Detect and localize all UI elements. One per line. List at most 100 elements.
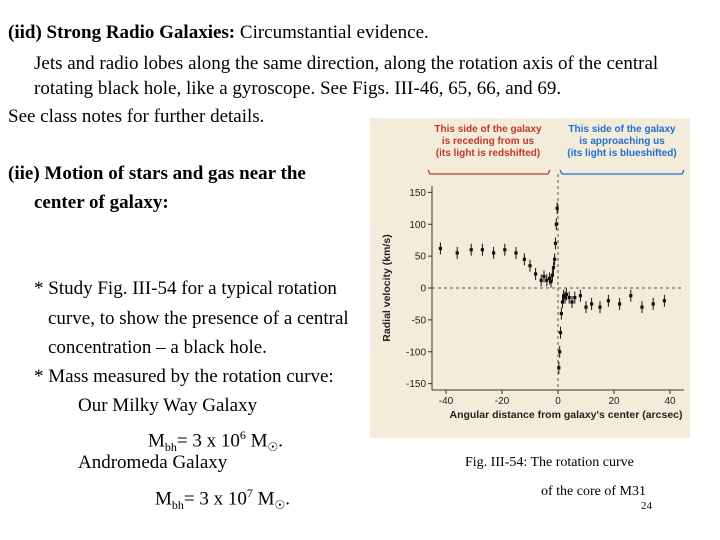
data-point <box>560 296 565 309</box>
data-marker <box>584 305 588 309</box>
data-point <box>480 243 484 256</box>
bullet-1-line-1: * Study Fig. III-54 for a typical rotati… <box>34 278 337 299</box>
mass-subscript: bh <box>171 498 184 513</box>
annotation-approaching-bracket <box>559 169 685 175</box>
sun-icon: ☉ <box>267 440 279 455</box>
data-point <box>545 274 549 287</box>
iie-heading-line-2: center of galaxy: <box>34 192 169 213</box>
mass-unit: M <box>245 430 268 452</box>
data-marker <box>573 295 577 300</box>
rotation-curve-figure: This side of the galaxy is receding from … <box>370 118 690 438</box>
x-tick-label: 0 <box>555 396 561 407</box>
data-point <box>558 326 563 339</box>
x-tick-label: -20 <box>495 396 510 407</box>
sun-icon: ☉ <box>274 498 286 513</box>
data-point <box>559 307 563 320</box>
data-point <box>553 253 557 266</box>
data-point <box>557 361 561 374</box>
iid-line-1: Jets and radio lobes along the same dire… <box>34 53 659 74</box>
data-marker <box>534 272 538 276</box>
mass-value: = 3 x 10 <box>176 430 240 452</box>
data-point <box>590 297 594 310</box>
data-point <box>522 253 526 266</box>
milky-way-label: Our Milky Way Galaxy <box>78 395 258 416</box>
data-point <box>662 294 666 307</box>
data-marker <box>514 251 518 255</box>
data-marker <box>567 295 571 300</box>
data-marker <box>542 274 546 279</box>
data-marker <box>539 278 543 282</box>
iid-heading-bold: (iid) Strong Radio Galaxies: <box>8 22 236 43</box>
andromeda-label: Andromeda Galaxy <box>78 452 228 473</box>
data-marker <box>563 295 567 300</box>
bullet-2: * Mass measured by the rotation curve: <box>34 366 334 387</box>
x-tick-label: 40 <box>664 396 676 407</box>
data-point <box>549 275 553 288</box>
data-point <box>555 202 559 215</box>
x-tick-label: -40 <box>439 396 454 407</box>
data-marker <box>590 302 594 306</box>
data-marker <box>606 299 610 303</box>
data-point <box>564 288 568 301</box>
data-marker <box>662 299 666 303</box>
data-marker <box>549 280 553 284</box>
mass-exponent: 7 <box>246 486 253 500</box>
data-marker <box>558 350 562 354</box>
y-tick-label: -150 <box>406 379 426 390</box>
data-point <box>606 294 610 307</box>
bullet-1-line-2: curve, to show the presence of a central <box>48 308 349 329</box>
iid-line-2: rotating black hole, like a gyroscope. S… <box>34 78 562 99</box>
data-point <box>492 246 496 259</box>
data-point <box>584 301 588 314</box>
data-point <box>598 301 602 314</box>
iid-heading-rest: Circumstantial evidence. <box>235 22 429 43</box>
data-marker <box>455 251 459 255</box>
mass-period: . <box>285 488 291 510</box>
data-point <box>539 274 543 287</box>
data-marker <box>562 294 566 298</box>
annotation-receding-line: (its light is redshifted) <box>436 148 540 159</box>
data-marker <box>550 273 554 277</box>
data-point <box>573 291 577 304</box>
data-point <box>558 345 562 358</box>
data-marker <box>651 302 655 306</box>
figure-caption-line-1: Fig. III-54: The rotation curve <box>465 455 634 470</box>
data-marker <box>578 294 582 298</box>
data-marker <box>522 257 526 261</box>
data-marker <box>560 300 565 304</box>
y-tick-label: 50 <box>415 252 427 263</box>
data-marker <box>480 248 484 252</box>
data-marker <box>570 300 574 304</box>
data-marker <box>559 311 563 316</box>
data-point <box>629 289 633 302</box>
andromeda-mass: Mbh= 3 x 107 M☉. <box>155 482 290 516</box>
data-point <box>554 218 558 231</box>
x-axis-label: Angular distance from galaxy's center (a… <box>449 409 682 421</box>
annotation-approaching-line: is approaching us <box>579 136 665 147</box>
mass-symbol: M <box>148 430 165 452</box>
data-point <box>514 246 518 259</box>
data-marker <box>528 264 532 268</box>
data-marker <box>553 241 558 245</box>
data-marker <box>564 292 568 296</box>
data-marker <box>469 248 473 252</box>
annotation-approaching-line: This side of the galaxy <box>568 124 676 135</box>
y-tick-label: 0 <box>420 284 426 295</box>
data-point <box>570 296 574 309</box>
data-marker <box>554 222 558 226</box>
data-point <box>503 243 507 256</box>
milky-way-mass: Mbh= 3 x 106 M☉. <box>148 424 283 458</box>
mass-unit: M <box>252 488 275 510</box>
y-axis-label: Radial velocity (km/s) <box>381 234 393 341</box>
data-marker <box>438 246 442 251</box>
figure-caption-line-2: of the core of M31 <box>541 484 646 499</box>
data-point <box>438 242 442 255</box>
data-point <box>542 270 546 283</box>
data-marker <box>553 257 557 261</box>
annotation-receding-bracket <box>427 169 551 175</box>
data-marker <box>555 206 559 210</box>
mass-period: . <box>278 430 284 452</box>
data-point <box>551 261 556 274</box>
mass-value: = 3 x 10 <box>183 488 247 510</box>
